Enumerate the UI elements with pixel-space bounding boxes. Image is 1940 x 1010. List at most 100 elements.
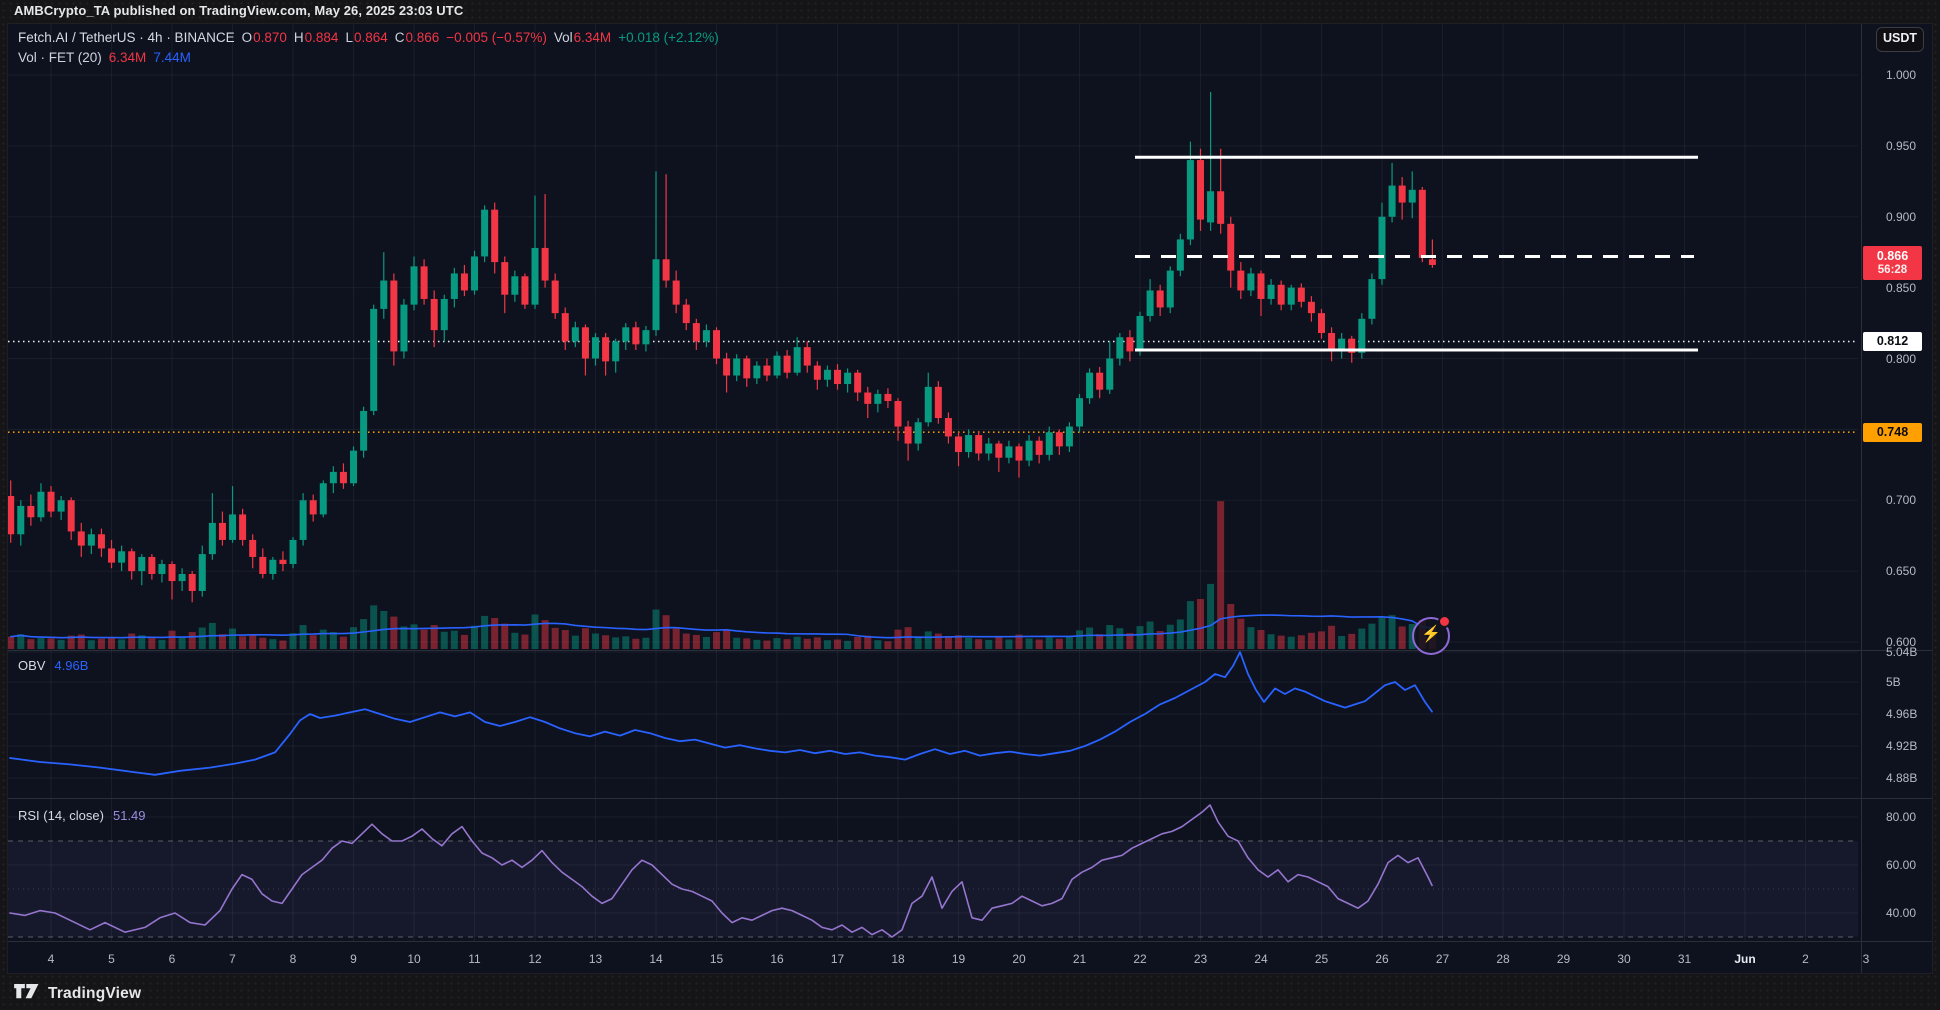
- volume-bar: [783, 639, 791, 649]
- volume-bar: [571, 635, 579, 649]
- volume-bar: [1378, 617, 1386, 649]
- volume-bar: [501, 623, 509, 649]
- volume-bar: [753, 639, 761, 649]
- price-change: −0.005 (−0.57%): [446, 30, 547, 45]
- current-price-badge[interactable]: 0.866 56:28: [1863, 245, 1922, 280]
- candle-body: [1418, 189, 1426, 258]
- candle-body: [1317, 313, 1325, 333]
- candle-body: [148, 556, 156, 574]
- candle-body: [551, 280, 559, 314]
- orange-level-badge[interactable]: 0.748: [1863, 422, 1922, 442]
- candle-body: [1247, 273, 1255, 291]
- candle-body: [924, 386, 932, 423]
- volume-bar: [319, 629, 327, 649]
- volume-bar: [723, 629, 731, 649]
- candle-body: [1166, 270, 1174, 308]
- ohlc-high: H 0.884: [293, 30, 339, 45]
- candle-body: [874, 393, 882, 404]
- candle-body: [1398, 185, 1406, 203]
- volume-bar: [1338, 635, 1346, 649]
- candle-body: [1186, 160, 1194, 240]
- candle-body: [8, 495, 15, 535]
- candle-body: [571, 327, 579, 342]
- volume-bar: [229, 628, 237, 649]
- obv-value: 4.96B: [54, 658, 89, 673]
- candle-body: [118, 551, 126, 563]
- volume-indicator-row[interactable]: Vol · FET (20) 6.34M 7.44M: [18, 50, 719, 70]
- candle-body: [1196, 160, 1204, 220]
- volume-bar: [390, 616, 398, 649]
- volume-bar: [592, 633, 600, 649]
- candle-body: [1227, 223, 1235, 271]
- candles-layer: [8, 92, 1436, 603]
- volume-bar: [1126, 633, 1134, 649]
- volume-bar: [249, 634, 257, 649]
- volume-bar: [440, 631, 448, 649]
- dotted-levels-layer: [8, 340, 1858, 434]
- volume-bar: [1196, 599, 1204, 649]
- volume-ma-line: [9, 614, 1434, 639]
- volume-bar: [1398, 626, 1406, 649]
- candle-body: [995, 443, 1003, 458]
- candle-body: [491, 209, 499, 263]
- candle-body: [1075, 398, 1083, 427]
- tradingview-logo[interactable]: TradingView: [14, 984, 141, 1004]
- volume-bar: [612, 637, 620, 649]
- volume-bar: [834, 639, 842, 649]
- volume-ma-value: 7.44M: [153, 50, 191, 65]
- volume-bar: [1156, 631, 1164, 649]
- volume-bar: [642, 637, 650, 649]
- symbol-title[interactable]: Fetch.AI / TetherUS · 4h · BINANCE: [18, 30, 235, 45]
- volume-bar: [1237, 618, 1245, 649]
- white-level-badge[interactable]: 0.812: [1863, 331, 1922, 351]
- volume-bar: [823, 640, 831, 649]
- volume-bar: [158, 639, 166, 649]
- volume-bar: [1025, 638, 1033, 649]
- volume-bar: [329, 632, 337, 649]
- candle-body: [884, 393, 892, 402]
- candle-body: [592, 337, 600, 359]
- ohlc-close: C 0.866: [394, 30, 440, 45]
- candle-countdown: 56:28: [1877, 263, 1908, 276]
- symbol-legend[interactable]: Fetch.AI / TetherUS · 4h · BINANCE O 0.87…: [18, 30, 719, 70]
- annotation-lines-layer: [1135, 155, 1698, 352]
- candle-body: [1428, 259, 1436, 265]
- obv-legend[interactable]: OBV 4.96B: [18, 658, 88, 673]
- volume-bar: [97, 638, 105, 649]
- volume-bar: [178, 637, 186, 649]
- candle-body: [259, 556, 267, 574]
- volume-readout: Vol 6.34M: [553, 30, 612, 45]
- chart-plot-area[interactable]: [8, 24, 1932, 973]
- candle-body: [753, 365, 761, 379]
- volume-bar: [541, 620, 549, 649]
- candle-body: [662, 259, 670, 281]
- candle-body: [108, 548, 116, 563]
- candle-body: [128, 551, 136, 572]
- volume-bar: [844, 640, 852, 649]
- candle-body: [1005, 446, 1013, 458]
- volume-bar: [1358, 628, 1366, 649]
- volume-bar: [975, 639, 983, 649]
- candle-body: [229, 514, 237, 540]
- volume-bar: [1297, 635, 1305, 649]
- candle-body: [622, 327, 630, 342]
- rsi-value: 51.49: [112, 808, 146, 823]
- volume-bar: [218, 634, 226, 649]
- currency-toggle-button[interactable]: USDT: [1876, 27, 1924, 52]
- volume-bar: [1096, 634, 1104, 649]
- volume-bar: [551, 627, 559, 649]
- secondary-change: +0.018 (+2.12%): [618, 30, 719, 45]
- rsi-legend[interactable]: RSI (14, close) 51.49: [18, 808, 146, 823]
- volume-bar: [47, 638, 55, 649]
- candle-body: [1388, 185, 1396, 217]
- candle-body: [87, 534, 95, 546]
- candle-body: [17, 505, 25, 535]
- candle-body: [985, 443, 993, 454]
- candle-body: [420, 266, 428, 299]
- volume-bar: [904, 627, 912, 649]
- candle-body: [723, 358, 731, 376]
- volume-bar: [27, 639, 35, 649]
- volume-bar: [410, 624, 418, 649]
- candle-body: [309, 500, 317, 515]
